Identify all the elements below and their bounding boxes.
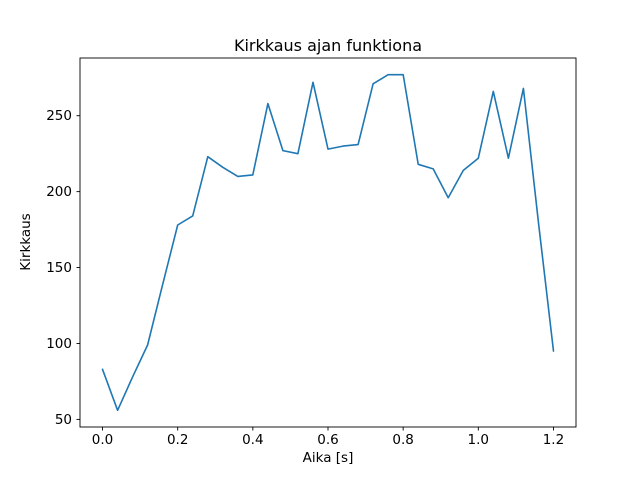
y-tick-label: 250 [46, 108, 72, 124]
x-tick-label: 0.2 [167, 432, 188, 448]
y-tick-label: 100 [46, 336, 72, 352]
x-tick-label: 0.0 [92, 432, 113, 448]
x-tick-label: 0.6 [317, 432, 338, 448]
x-tick-label: 1.0 [468, 432, 489, 448]
y-tick-label: 150 [46, 260, 72, 276]
y-tick-label: 200 [46, 184, 72, 200]
y-axis-label: Kirkkaus [18, 213, 34, 271]
y-tick-label: 50 [55, 412, 72, 428]
x-tick-label: 0.4 [242, 432, 263, 448]
x-tick-label: 1.2 [543, 432, 564, 448]
brightness-data-line [101, 73, 555, 412]
x-tick-label: 0.8 [392, 432, 413, 448]
chart-title: Kirkkaus ajan funktiona [233, 36, 423, 55]
axes-frame [79, 57, 577, 428]
x-axis-label: Aika [s] [302, 450, 354, 466]
